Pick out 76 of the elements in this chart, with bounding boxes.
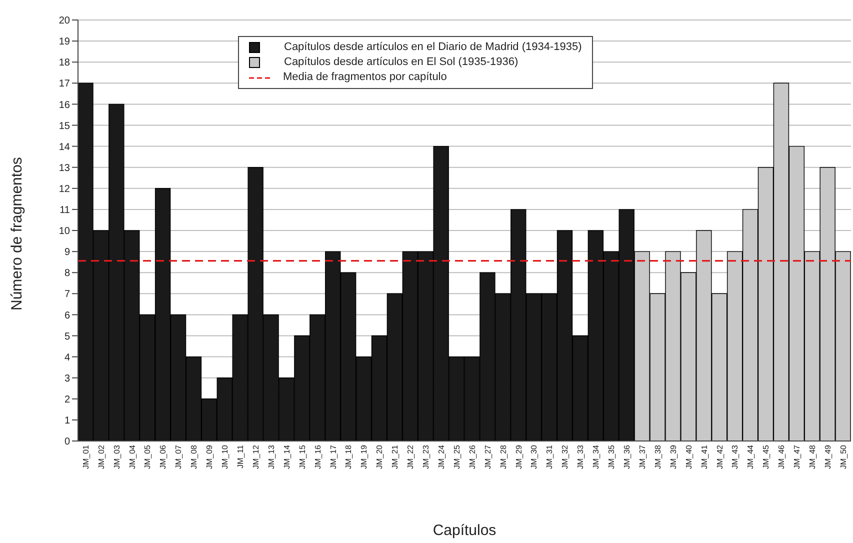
x-tick-label: JM_44 bbox=[746, 444, 756, 470]
x-tick-label: JM_30 bbox=[530, 444, 539, 470]
y-tick-label: 19 bbox=[58, 36, 70, 48]
y-tick-label: 10 bbox=[58, 226, 70, 238]
legend-label: Capítulos desde artículos en el Diario de Madrid (1934-1935) bbox=[284, 40, 582, 55]
x-tick-label: JM_09 bbox=[205, 444, 214, 470]
x-tick-label: JM_22 bbox=[406, 444, 416, 470]
x-tick-label: JM_06 bbox=[158, 444, 168, 470]
y-tick-label: 13 bbox=[58, 162, 70, 174]
x-tick-label: JM_27 bbox=[483, 444, 492, 470]
x-tick-label: JM_49 bbox=[823, 444, 832, 470]
y-tick-label: 9 bbox=[64, 247, 70, 258]
x-tick-label: JM_24 bbox=[436, 444, 446, 470]
x-tick-label: JM_25 bbox=[452, 444, 462, 470]
y-tick-label: 2 bbox=[64, 394, 70, 406]
y-tick-label: 0 bbox=[64, 436, 70, 448]
legend-label: Capítulos desde artículos en El Sol (1935-1936) bbox=[284, 55, 518, 70]
x-tick-label: JM_03 bbox=[112, 444, 122, 470]
y-tick-label: 5 bbox=[64, 331, 70, 342]
legend-label: Media de fragmentos por capítulo bbox=[283, 70, 447, 85]
y-tick-label: 20 bbox=[58, 16, 70, 27]
x-tick-label: JM_47 bbox=[792, 444, 802, 470]
x-tick-label: JM_19 bbox=[360, 444, 369, 470]
x-tick-label: JM_46 bbox=[777, 444, 786, 470]
x-tick-label: JM_04 bbox=[128, 444, 137, 470]
x-tick-label: JM_07 bbox=[174, 444, 184, 470]
x-tick-label: JM_23 bbox=[422, 444, 431, 470]
x-tick-label: JM_08 bbox=[190, 444, 199, 470]
y-axis-title: Número de fragmentos bbox=[8, 157, 26, 310]
x-tick-label: JM_20 bbox=[375, 444, 384, 470]
y-tick-label: 7 bbox=[64, 289, 70, 300]
x-tick-label: JM_16 bbox=[313, 444, 322, 470]
x-tick-label: JM_36 bbox=[622, 444, 632, 470]
x-tick-label: JM_34 bbox=[592, 444, 601, 470]
x-tick-label: JM_42 bbox=[715, 444, 724, 470]
x-tick-label: JM_13 bbox=[266, 444, 276, 470]
x-tick-label: JM_33 bbox=[576, 444, 586, 470]
y-tick-label: 1 bbox=[64, 416, 70, 426]
x-tick-label: JM_12 bbox=[251, 444, 260, 470]
x-tick-label: JM_14 bbox=[282, 444, 292, 470]
y-tick-label: 8 bbox=[64, 268, 70, 280]
x-tick-label: JM_32 bbox=[560, 444, 570, 470]
x-tick-label: JM_01 bbox=[81, 444, 90, 470]
y-tick-label: 6 bbox=[64, 310, 70, 322]
x-tick-label: JM_38 bbox=[653, 444, 662, 470]
x-tick-label: JM_05 bbox=[143, 444, 152, 470]
x-tick-label: JM_10 bbox=[220, 444, 230, 470]
x-tick-label: JM_35 bbox=[607, 444, 616, 470]
x-tick-label: JM_43 bbox=[730, 444, 740, 470]
x-tick-label: JM_21 bbox=[390, 444, 400, 470]
x-tick-label: JM_45 bbox=[762, 444, 771, 470]
x-tick-label: JM_15 bbox=[298, 444, 307, 470]
y-tick-label: 14 bbox=[58, 142, 70, 153]
y-tick-label: 15 bbox=[58, 120, 70, 132]
x-tick-label: JM_02 bbox=[96, 444, 106, 470]
x-tick-label: JM_41 bbox=[700, 444, 709, 470]
x-tick-label: JM_28 bbox=[498, 444, 508, 470]
y-tick-label: 4 bbox=[64, 352, 70, 364]
y-tick-label: 11 bbox=[60, 205, 70, 216]
x-tick-label: JM_18 bbox=[344, 444, 354, 470]
x-tick-label: JM_31 bbox=[545, 444, 554, 470]
x-tick-label: JM_17 bbox=[328, 444, 338, 470]
x-tick-label: JM_39 bbox=[668, 444, 678, 470]
y-tick-label: 18 bbox=[58, 58, 70, 69]
y-tick-label: 17 bbox=[58, 78, 70, 90]
y-tick-label: 16 bbox=[58, 100, 70, 111]
y-tick-label: 12 bbox=[58, 184, 70, 195]
x-tick-label: JM_11 bbox=[236, 444, 246, 468]
x-tick-label: JM_48 bbox=[808, 444, 818, 470]
x-tick-label: JM_26 bbox=[468, 444, 477, 470]
x-tick-label: JM_40 bbox=[684, 444, 694, 470]
y-tick-label: 3 bbox=[64, 373, 70, 384]
x-tick-label: JM_37 bbox=[638, 444, 647, 470]
x-tick-label: JM_29 bbox=[514, 444, 524, 470]
x-tick-label: JM_50 bbox=[838, 444, 848, 470]
x-axis-title: Capítulos bbox=[432, 522, 496, 539]
